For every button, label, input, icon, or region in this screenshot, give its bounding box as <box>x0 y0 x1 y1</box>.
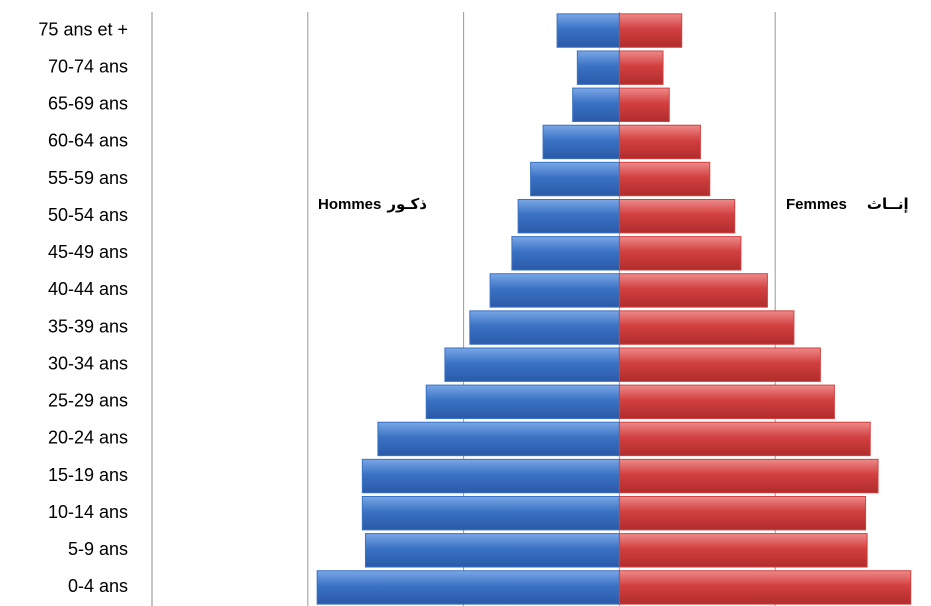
bar <box>542 124 620 160</box>
y-tick-label: 75 ans et + <box>38 19 128 39</box>
bar <box>618 421 871 457</box>
y-tick-label: 30-34 ans <box>48 353 128 373</box>
y-tick-label: 0-4 ans <box>68 576 128 596</box>
y-tick-label: 15-19 ans <box>48 465 128 485</box>
bar <box>618 458 879 494</box>
bar <box>572 87 620 123</box>
y-tick-label: 55-59 ans <box>48 168 128 188</box>
bar <box>425 384 620 420</box>
bar <box>364 533 620 568</box>
bar <box>556 13 620 48</box>
series-label-part: Hommes <box>318 196 381 213</box>
bar <box>618 273 768 308</box>
y-tick-label: 40-44 ans <box>48 279 128 299</box>
bar <box>618 570 912 605</box>
bar <box>576 50 620 85</box>
bar <box>530 161 620 197</box>
series-label-part: إنــاث <box>867 196 909 213</box>
bar <box>618 13 683 48</box>
y-tick-label: 10-14 ans <box>48 502 128 522</box>
series-label-part: Femmes <box>786 196 847 213</box>
bar <box>618 124 701 160</box>
bar <box>618 384 835 420</box>
bar <box>618 198 736 234</box>
series-label-part: ذكـور <box>386 196 427 213</box>
bar <box>517 198 620 234</box>
bar <box>316 570 620 605</box>
bar <box>618 495 867 531</box>
bar <box>444 347 620 382</box>
series-label: Femmes إنــاث <box>786 196 909 213</box>
y-tick-label: 65-69 ans <box>48 94 128 114</box>
bar <box>618 50 664 85</box>
bar <box>618 236 742 271</box>
y-tick-label: 50-54 ans <box>48 205 128 225</box>
y-tick-label: 45-49 ans <box>48 242 128 262</box>
bar <box>377 421 620 457</box>
bar <box>618 347 821 382</box>
bar <box>618 533 868 568</box>
y-tick-label: 60-64 ans <box>48 131 128 151</box>
y-tick-label: 25-29 ans <box>48 391 128 411</box>
series-label: Hommes ذكـور <box>318 196 427 213</box>
y-tick-label: 20-24 ans <box>48 428 128 448</box>
bar <box>469 310 620 345</box>
y-tick-label: 35-39 ans <box>48 316 128 336</box>
bar <box>618 87 670 123</box>
bar <box>618 310 795 345</box>
bar <box>489 273 620 308</box>
y-tick-label: 5-9 ans <box>68 539 128 559</box>
bar <box>361 495 620 531</box>
y-tick-label: 70-74 ans <box>48 56 128 76</box>
bar <box>618 161 711 197</box>
bar <box>511 236 620 271</box>
bar <box>361 458 620 494</box>
